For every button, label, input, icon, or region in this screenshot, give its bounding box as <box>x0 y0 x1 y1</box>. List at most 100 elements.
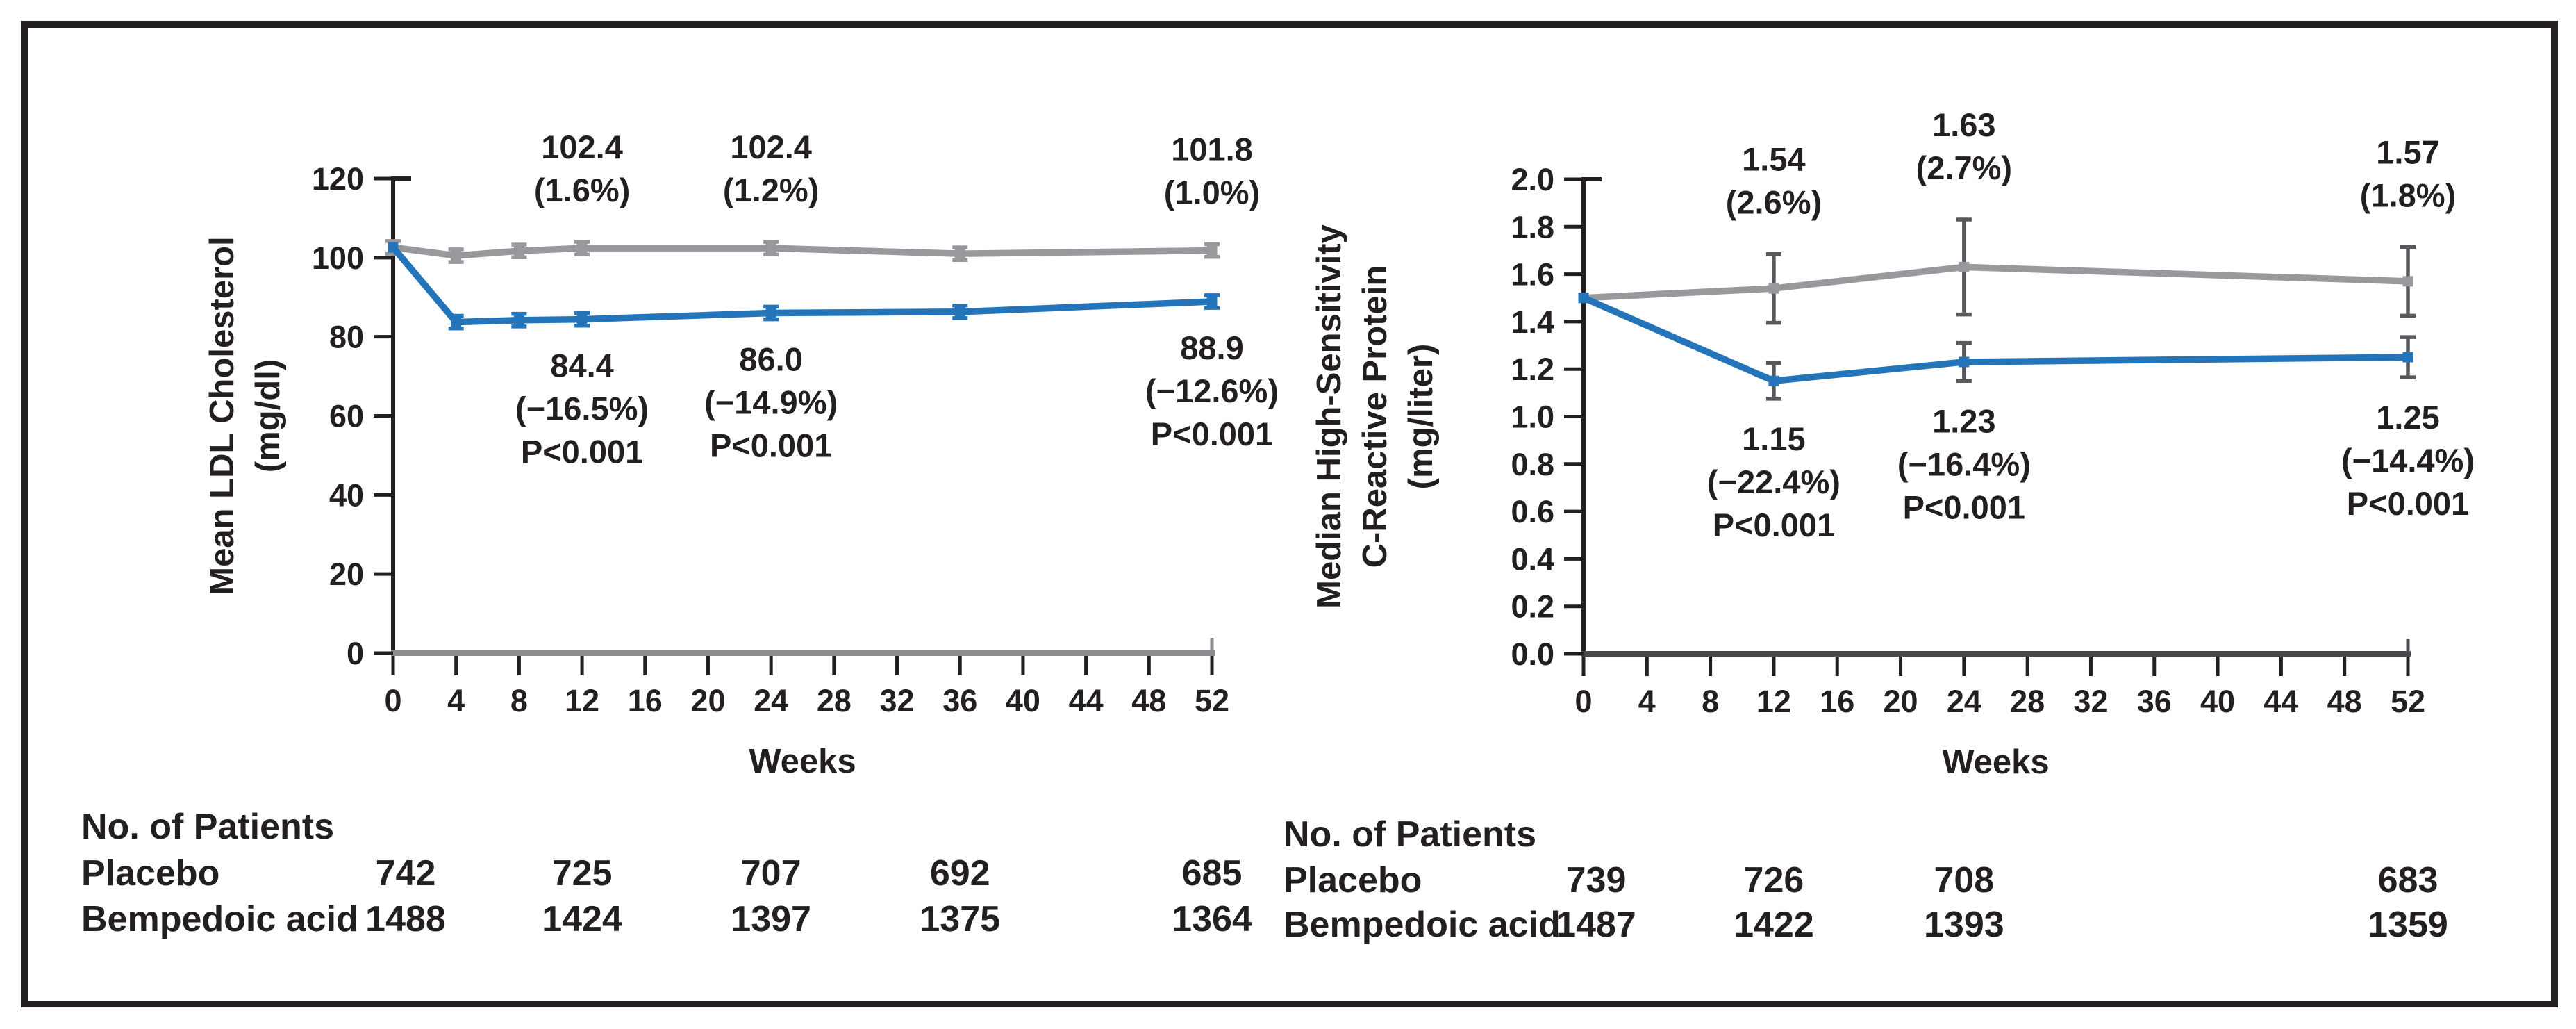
patients-count-value: 1359 <box>2368 905 2448 945</box>
x-tick-label: 4 <box>1638 684 1656 719</box>
y-axis-title-line: Median High-Sensitivity <box>1311 224 1348 609</box>
patients-count-value: 1487 <box>1556 905 1636 945</box>
data-point-marker <box>765 242 776 254</box>
annotation-above: 101.8 (1.0%) <box>1164 131 1260 211</box>
x-tick-label: 4 <box>447 683 465 718</box>
data-point-marker <box>1206 296 1218 307</box>
y-tick-label: 60 <box>329 399 364 434</box>
patients-count-value: 707 <box>741 853 801 894</box>
x-tick-label: 44 <box>2263 684 2298 719</box>
annotation-text-line: 102.4 <box>541 129 623 165</box>
annotation-text-line: 102.4 <box>730 129 812 165</box>
data-point-marker <box>513 315 524 326</box>
x-tick-label: 32 <box>2073 684 2108 719</box>
data-point-marker <box>388 242 399 253</box>
annotation-text-line: P<0.001 <box>2347 485 2469 522</box>
x-tick-label: 16 <box>1820 684 1854 719</box>
x-tick-label: 28 <box>2010 684 2045 719</box>
data-point-marker <box>1206 245 1218 256</box>
data-point-marker <box>2402 276 2413 287</box>
annotation-below: 1.23 (−16.4%) P<0.001 <box>1897 402 2031 525</box>
annotation-text-line: (1.6%) <box>534 172 630 208</box>
patients-row-label: Bempedoic acid <box>1283 905 1561 945</box>
annotation-text-line: 84.4 <box>550 347 613 384</box>
annotation-text-line: (1.8%) <box>2360 176 2456 213</box>
annotation-below: 84.4 (−16.5%) P<0.001 <box>515 347 649 470</box>
patients-count-value: 708 <box>1934 860 1994 900</box>
y-tick-label: 0.4 <box>1511 541 1554 577</box>
data-point-marker <box>1959 261 1970 272</box>
annotation-text-line: 88.9 <box>1180 329 1243 366</box>
data-point-marker <box>451 250 462 261</box>
annotation-text-line: (2.6%) <box>1726 184 1822 221</box>
figure-border <box>21 21 2558 1007</box>
y-axis-title-line: (mg/dl) <box>249 359 287 472</box>
x-tick-label: 52 <box>1195 683 1229 718</box>
annotation-above: 1.57 (1.8%) <box>2360 133 2456 213</box>
x-tick-label: 36 <box>2137 684 2172 719</box>
x-tick-label: 40 <box>2200 684 2235 719</box>
annotation-text-line: 1.23 <box>1932 402 1995 439</box>
x-axis-title: Weeks <box>1942 743 2049 781</box>
patients-row-label: Placebo <box>81 853 219 894</box>
y-tick-label: 1.2 <box>1511 352 1554 387</box>
x-tick-label: 40 <box>1006 683 1040 718</box>
y-tick-label: 1.4 <box>1511 304 1554 340</box>
x-tick-label: 32 <box>880 683 915 718</box>
y-tick-label: 1.0 <box>1511 400 1554 435</box>
data-point-marker <box>2402 352 2413 363</box>
y-tick-label: 20 <box>329 557 364 592</box>
x-tick-label: 48 <box>1131 683 1166 718</box>
annotation-text-line: (−14.9%) <box>704 384 838 421</box>
data-point-marker <box>1768 375 1779 386</box>
y-tick-label: 120 <box>312 161 364 197</box>
x-tick-label: 28 <box>817 683 851 718</box>
patients-count-value: 1364 <box>1172 899 1252 939</box>
x-tick-label: 52 <box>2391 684 2425 719</box>
patients-count-value: 685 <box>1182 853 1243 894</box>
annotation-text-line: P<0.001 <box>1903 488 2025 525</box>
annotation-text-line: (1.0%) <box>1164 174 1260 211</box>
x-tick-label: 44 <box>1069 683 1104 718</box>
patients-count-value: 1424 <box>542 899 622 939</box>
y-axis-title-line: C-Reactive Protein <box>1356 265 1394 568</box>
patients-count-value: 1393 <box>1924 905 2004 945</box>
y-tick-label: 0.0 <box>1511 636 1554 672</box>
x-tick-label: 8 <box>510 683 528 718</box>
annotation-above: 102.4 (1.6%) <box>534 129 630 208</box>
patients-count-value: 1488 <box>365 899 446 939</box>
y-tick-label: 1.6 <box>1511 257 1554 293</box>
annotation-text-line: (−12.6%) <box>1145 372 1279 409</box>
annotation-below: 86.0 (−14.9%) P<0.001 <box>704 341 838 464</box>
series-line-bempedoic-acid <box>1580 295 2411 385</box>
annotation-text-line: (−22.4%) <box>1707 463 1840 500</box>
patients-count-value: 1422 <box>1734 905 1814 945</box>
annotation-text-line: 101.8 <box>1171 131 1253 167</box>
data-point-marker <box>1768 283 1779 294</box>
x-tick-label: 48 <box>2327 684 2362 719</box>
annotation-text-line: (−16.5%) <box>515 390 649 427</box>
x-tick-label: 24 <box>1947 684 1981 719</box>
annotation-above: 1.54 (2.6%) <box>1726 141 1822 221</box>
y-tick-label: 0.6 <box>1511 494 1554 529</box>
patients-row-label: Bempedoic acid <box>81 899 358 939</box>
patients-count-value: 726 <box>1744 860 1804 900</box>
y-axis-title-line: Mean LDL Cholesterol <box>203 236 241 595</box>
annotation-below: 88.9 (−12.6%) P<0.001 <box>1145 329 1279 452</box>
annotation-text-line: 1.15 <box>1742 420 1805 457</box>
data-point-marker <box>954 248 965 259</box>
x-tick-label: 12 <box>565 683 599 718</box>
data-point-marker <box>576 242 588 254</box>
patients-count-value: 683 <box>2378 860 2438 900</box>
data-point-marker <box>765 308 776 319</box>
annotation-text-line: P<0.001 <box>1151 415 1273 452</box>
patients-count-value: 739 <box>1566 860 1627 900</box>
x-tick-label: 20 <box>690 683 725 718</box>
x-tick-label: 16 <box>628 683 663 718</box>
patients-count-value: 1397 <box>731 899 811 939</box>
data-point-marker <box>576 314 588 325</box>
series-line-placebo <box>1580 263 2411 302</box>
